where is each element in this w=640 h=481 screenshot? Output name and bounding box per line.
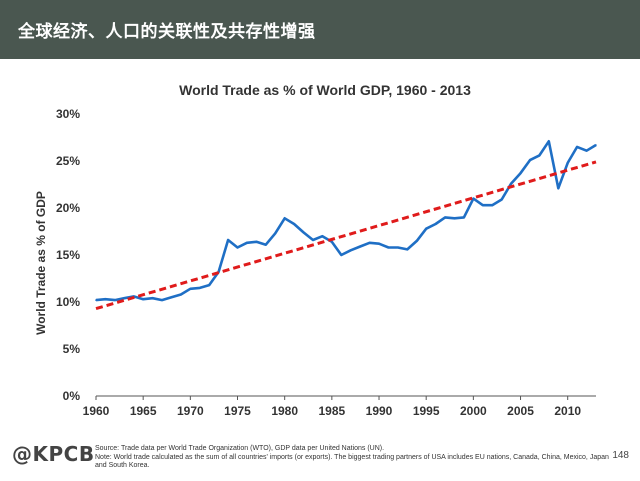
data-point <box>340 254 343 256</box>
data-point <box>293 223 295 225</box>
data-point <box>387 246 390 249</box>
data-point <box>104 298 107 300</box>
data-point <box>312 239 314 241</box>
x-tick-label: 2000 <box>460 404 487 418</box>
data-point <box>585 149 588 152</box>
x-tick-label: 1995 <box>413 404 440 418</box>
y-axis-label: World Trade as % of GDP <box>34 191 48 335</box>
x-tick-label: 1965 <box>130 404 157 418</box>
data-point <box>444 216 446 219</box>
data-point <box>576 146 578 148</box>
chart-title: World Trade as % of World GDP, 1960 - 20… <box>179 82 471 98</box>
data-point <box>595 144 597 146</box>
x-tick-label: 1960 <box>83 404 110 418</box>
data-point <box>151 297 154 299</box>
x-tick-label: 1970 <box>177 404 204 418</box>
data-point <box>529 159 531 161</box>
note-text: Note: World trade calculated as the sum … <box>95 453 609 470</box>
trade-gdp-line <box>95 140 597 302</box>
data-point <box>142 298 144 300</box>
data-point <box>189 288 192 290</box>
x-tick-label: 1985 <box>318 404 345 418</box>
y-tick-label: 0% <box>63 389 81 403</box>
y-tick-label: 20% <box>56 201 80 215</box>
data-point <box>170 296 173 299</box>
data-point <box>519 172 522 174</box>
slide-title: 全球经济、人口的关联性及共存性增强 <box>18 22 316 42</box>
data-point <box>161 299 163 301</box>
data-point <box>368 242 371 244</box>
data-point <box>548 140 550 143</box>
data-point <box>227 239 229 241</box>
data-point <box>378 242 380 245</box>
data-point <box>236 246 239 249</box>
data-point <box>482 204 484 206</box>
y-tick-label: 25% <box>56 154 80 168</box>
data-point <box>255 241 258 243</box>
data-point <box>416 240 418 242</box>
data-point <box>397 246 399 249</box>
data-point <box>302 231 305 234</box>
data-point <box>331 241 333 243</box>
data-point <box>246 242 248 244</box>
source-notes: Source: Trade data per World Trade Organ… <box>95 445 610 471</box>
data-point <box>95 299 97 301</box>
data-point <box>463 216 465 219</box>
footer: @KPCB Source: Trade data per World Trade… <box>0 430 640 481</box>
data-point <box>472 197 475 200</box>
data-point <box>406 248 409 251</box>
data-point <box>500 198 503 201</box>
data-point <box>321 235 324 237</box>
y-tick-label: 5% <box>63 342 81 356</box>
x-tick-label: 1975 <box>224 404 251 418</box>
page-number: 148 <box>612 450 629 461</box>
data-point <box>123 297 126 299</box>
source-text: Source: Trade data per World Trade Organ… <box>95 445 385 452</box>
data-point <box>425 227 428 230</box>
y-tick-label: 30% <box>56 107 80 121</box>
y-tick-label: 15% <box>56 248 80 262</box>
data-point <box>557 187 560 190</box>
y-tick-label: 10% <box>56 295 80 309</box>
data-point <box>434 223 437 225</box>
data-point <box>114 299 116 301</box>
data-point <box>265 243 267 246</box>
data-point <box>566 162 569 164</box>
data-point <box>180 293 182 296</box>
data-point <box>359 245 362 248</box>
data-point <box>199 287 201 289</box>
kpcb-logo: @KPCB <box>12 442 95 466</box>
x-tick-label: 1980 <box>271 404 298 418</box>
data-point <box>208 284 210 286</box>
header-bar: 全球经济、人口的关联性及共存性增强 <box>0 0 640 59</box>
data-point <box>283 217 286 220</box>
data-point <box>274 232 277 235</box>
data-point <box>349 249 352 252</box>
trend-line <box>95 160 597 311</box>
x-tick-label: 2010 <box>554 404 581 418</box>
data-point <box>510 182 512 185</box>
x-tick-label: 2005 <box>507 404 534 418</box>
data-point <box>453 217 456 220</box>
data-point <box>538 154 541 157</box>
chart-area: World Trade as % of World GDP, 1960 - 20… <box>0 59 640 429</box>
data-point <box>491 204 494 206</box>
x-tick-label: 1990 <box>366 404 393 418</box>
line-chart: World Trade as % of World GDP, 1960 - 20… <box>34 82 597 418</box>
